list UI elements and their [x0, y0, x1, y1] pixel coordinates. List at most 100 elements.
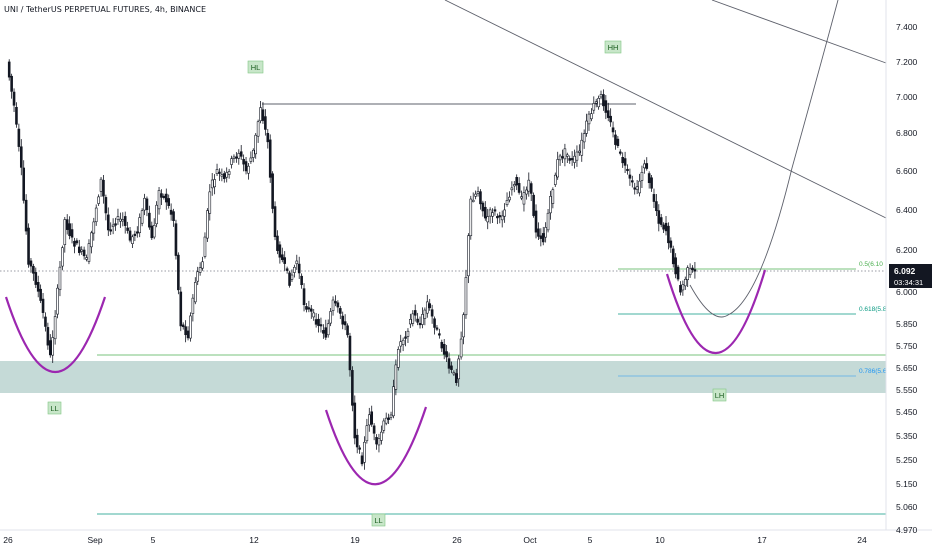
candle-body: [483, 206, 487, 219]
candle-body: [469, 198, 473, 237]
projection-curve[interactable]: [689, 0, 839, 318]
candle-body: [271, 173, 274, 209]
label-ll-middle[interactable]: LL: [371, 513, 386, 527]
candle-body: [85, 257, 88, 260]
candle-body: [68, 223, 71, 236]
arc-right-bottom[interactable]: [665, 269, 767, 354]
candle-body: [27, 227, 30, 265]
candle-body: [529, 183, 533, 194]
candle-body: [447, 358, 451, 369]
fib-label-0-786: 0.786(5.6: [859, 368, 887, 375]
candle-body: [152, 225, 156, 238]
candle-body: [119, 218, 122, 222]
time-axis[interactable]: 26 Sep 5 12 19 26 Oct 5 10 17 24: [3, 535, 867, 545]
candle-body: [34, 272, 38, 285]
candle-body: [611, 127, 615, 133]
candle-body: [121, 219, 125, 222]
y-tick-label: 6.200: [896, 245, 918, 255]
candle-body: [433, 318, 436, 328]
candle-body: [464, 277, 468, 316]
label-lh[interactable]: LH: [712, 388, 727, 402]
label-hl[interactable]: HL: [247, 60, 264, 74]
candle-body: [17, 128, 21, 147]
label-ll-left[interactable]: LL: [47, 401, 62, 415]
candle-body: [445, 351, 448, 358]
candle-body: [232, 156, 236, 159]
candle-body: [566, 154, 569, 157]
candle-body: [370, 411, 374, 425]
y-tick-label: 6.600: [896, 166, 918, 176]
candle-body: [387, 417, 390, 420]
candle-body: [413, 310, 417, 316]
candle-body: [508, 196, 511, 201]
candle-body: [652, 194, 656, 202]
candle-body: [411, 313, 415, 324]
candle-body: [10, 75, 13, 92]
candle-body: [544, 227, 547, 238]
candle-body: [285, 268, 289, 271]
candle-body: [174, 223, 178, 256]
candle-body: [674, 257, 677, 275]
candle-body: [643, 163, 646, 169]
candle-body: [686, 267, 689, 281]
candle-body: [594, 101, 598, 104]
arc-middle-bottom[interactable]: [324, 406, 428, 486]
candle-body: [338, 308, 342, 314]
candle-body: [7, 61, 11, 78]
candle-body: [539, 235, 543, 239]
candle-body: [249, 157, 253, 162]
candle-body: [87, 243, 91, 262]
candle-body: [259, 107, 262, 122]
candle-body: [336, 302, 340, 308]
candle-body: [558, 155, 562, 161]
candle-body: [164, 193, 168, 203]
candle-body: [671, 248, 675, 265]
candle-body: [213, 179, 216, 188]
candle-body: [242, 158, 245, 165]
label-hh[interactable]: HH: [604, 40, 622, 54]
candle-body: [512, 184, 516, 187]
candle-body: [628, 174, 632, 179]
x-tick-label: 24: [857, 535, 867, 545]
candle-body: [145, 198, 149, 211]
svg-text:6.092: 6.092: [894, 266, 916, 276]
trendline-descending-1[interactable]: [444, 0, 887, 219]
candle-body: [162, 195, 166, 198]
candle-body: [367, 414, 371, 426]
candle-body: [326, 323, 330, 336]
candle-body: [48, 340, 52, 356]
arc-left-bottom[interactable]: [4, 296, 107, 374]
candle-body: [44, 316, 47, 327]
candle-body: [667, 225, 670, 244]
candle-body: [438, 333, 441, 336]
candle-body: [440, 341, 444, 349]
candle-body: [126, 227, 129, 231]
x-tick-label: 26: [452, 535, 462, 545]
y-tick-label: 7.200: [896, 57, 918, 67]
y-tick-label: 5.450: [896, 407, 918, 417]
candle-body: [295, 260, 299, 265]
candle-body: [527, 179, 531, 192]
candle-body: [218, 171, 221, 174]
candle-body: [268, 139, 272, 178]
candle-body: [256, 121, 260, 137]
candle-body: [102, 179, 105, 197]
candle-body: [409, 319, 412, 325]
candle-body: [22, 167, 26, 201]
y-tick-label: 5.150: [896, 479, 918, 489]
candle-body: [616, 138, 620, 147]
candle-body: [496, 216, 499, 219]
candle-body: [681, 284, 685, 291]
candle-body: [578, 150, 581, 153]
price-axis[interactable]: 7.400 7.200 7.000 6.800 6.600 6.400 6.200 6.000…: [896, 22, 918, 535]
candle-body: [307, 307, 311, 310]
x-tick-label: Sep: [87, 535, 102, 545]
candle-body: [179, 291, 183, 327]
trendline-descending-2[interactable]: [711, 0, 887, 64]
candle-body: [570, 158, 574, 161]
candle-body: [647, 173, 651, 184]
svg-text:HL: HL: [251, 63, 261, 72]
candle-body: [498, 215, 502, 218]
candle-body: [198, 267, 202, 273]
